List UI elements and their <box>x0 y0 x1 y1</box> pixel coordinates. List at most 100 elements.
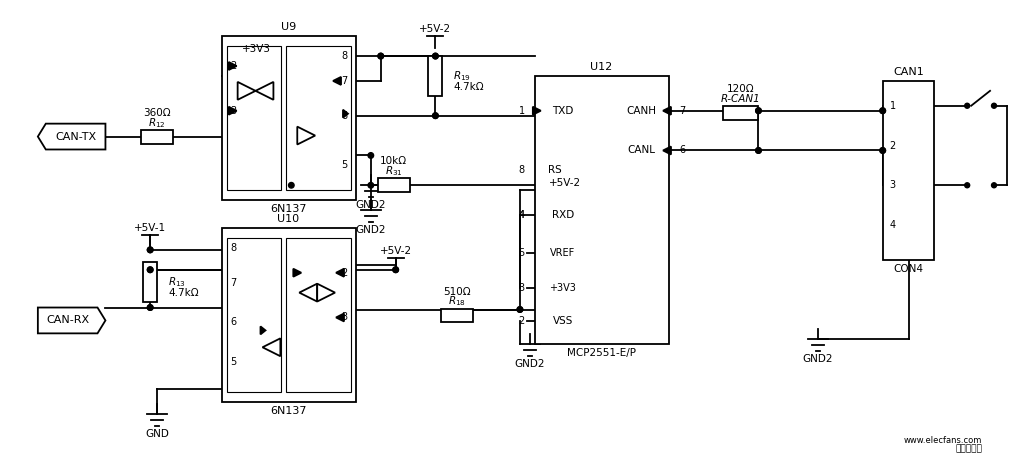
Bar <box>221 228 356 402</box>
Bar <box>882 81 933 260</box>
Text: 7: 7 <box>231 278 237 288</box>
Text: GND2: GND2 <box>355 200 385 210</box>
Circle shape <box>963 183 969 188</box>
Text: GND2: GND2 <box>515 359 545 369</box>
Text: 6N137: 6N137 <box>270 204 306 214</box>
Circle shape <box>755 147 760 153</box>
Circle shape <box>963 103 969 108</box>
Circle shape <box>517 307 523 312</box>
Circle shape <box>392 267 398 273</box>
Text: U9: U9 <box>280 22 295 32</box>
Bar <box>534 76 668 344</box>
Bar <box>377 178 409 192</box>
Text: RS: RS <box>547 165 561 175</box>
Text: GND: GND <box>145 429 169 439</box>
Circle shape <box>879 108 885 114</box>
Text: CANL: CANL <box>627 146 654 155</box>
Polygon shape <box>662 147 670 154</box>
Text: +5V-2: +5V-2 <box>548 178 580 188</box>
Circle shape <box>368 153 373 158</box>
Polygon shape <box>662 107 670 114</box>
Circle shape <box>433 113 438 119</box>
Text: 1: 1 <box>889 101 895 111</box>
Polygon shape <box>333 77 341 85</box>
Circle shape <box>879 147 885 153</box>
Circle shape <box>392 267 398 273</box>
Text: CAN-TX: CAN-TX <box>55 131 96 142</box>
Polygon shape <box>37 124 105 149</box>
Text: $R_{12}$: $R_{12}$ <box>149 116 166 130</box>
Text: 4.7kΩ: 4.7kΩ <box>168 288 198 298</box>
Bar <box>226 238 281 392</box>
Text: 360Ω: 360Ω <box>144 108 171 118</box>
Bar <box>144 262 157 301</box>
Text: 6: 6 <box>678 146 684 155</box>
Polygon shape <box>228 107 237 114</box>
Circle shape <box>148 247 153 253</box>
Circle shape <box>148 305 153 311</box>
Bar <box>142 130 173 143</box>
Circle shape <box>377 53 383 59</box>
Text: 5: 5 <box>341 160 347 170</box>
Polygon shape <box>293 269 301 277</box>
Bar <box>722 106 757 120</box>
Text: VREF: VREF <box>550 248 574 258</box>
Text: RXD: RXD <box>551 210 573 220</box>
Bar <box>441 309 473 322</box>
Text: 2: 2 <box>889 141 895 151</box>
Text: CANH: CANH <box>626 106 655 116</box>
Text: +5V-2: +5V-2 <box>419 24 451 34</box>
Polygon shape <box>260 327 265 334</box>
Text: 7: 7 <box>678 106 684 116</box>
Text: 4: 4 <box>519 210 525 220</box>
Text: MCP2551-E/P: MCP2551-E/P <box>566 348 635 358</box>
Bar <box>286 238 351 392</box>
Text: GND2: GND2 <box>802 354 832 364</box>
Circle shape <box>879 108 885 114</box>
Text: +5V-1: +5V-1 <box>134 223 166 233</box>
Text: 4: 4 <box>889 220 895 230</box>
Polygon shape <box>336 313 344 322</box>
Bar <box>221 36 356 200</box>
Text: 3: 3 <box>231 106 237 116</box>
Circle shape <box>991 183 996 188</box>
Text: R-CAN1: R-CAN1 <box>720 94 759 104</box>
Text: 6: 6 <box>231 317 237 327</box>
Bar <box>286 46 351 190</box>
Text: $R_{18}$: $R_{18}$ <box>448 294 466 308</box>
Circle shape <box>148 305 153 311</box>
Polygon shape <box>533 107 540 114</box>
Text: CON4: CON4 <box>893 264 923 274</box>
Polygon shape <box>37 307 105 333</box>
Text: 电子发烧友: 电子发烧友 <box>954 444 981 453</box>
Text: $R_{13}$: $R_{13}$ <box>168 275 186 289</box>
Circle shape <box>377 53 383 59</box>
Bar <box>428 56 442 96</box>
Text: 2: 2 <box>341 268 347 278</box>
Circle shape <box>755 108 760 114</box>
Text: 510Ω: 510Ω <box>443 287 471 297</box>
Text: www.elecfans.com: www.elecfans.com <box>903 436 981 445</box>
Circle shape <box>433 113 438 119</box>
Circle shape <box>433 53 438 59</box>
Polygon shape <box>228 62 237 70</box>
Text: 7: 7 <box>341 76 347 86</box>
Circle shape <box>517 307 523 312</box>
Text: VSS: VSS <box>552 316 572 327</box>
Text: CAN1: CAN1 <box>893 67 923 77</box>
Circle shape <box>755 108 760 114</box>
Text: 3: 3 <box>341 312 347 322</box>
Text: 10kΩ: 10kΩ <box>380 157 406 166</box>
Text: +3V3: +3V3 <box>549 283 575 293</box>
Text: 5: 5 <box>231 357 237 367</box>
Circle shape <box>433 53 438 59</box>
Circle shape <box>879 147 885 153</box>
Text: 1: 1 <box>519 106 525 116</box>
Text: 2: 2 <box>231 61 237 71</box>
Polygon shape <box>336 269 344 277</box>
Circle shape <box>288 182 294 188</box>
Text: +3V3: +3V3 <box>242 44 271 54</box>
Text: 2: 2 <box>518 316 525 327</box>
Text: 8: 8 <box>519 165 525 175</box>
Circle shape <box>148 247 153 253</box>
